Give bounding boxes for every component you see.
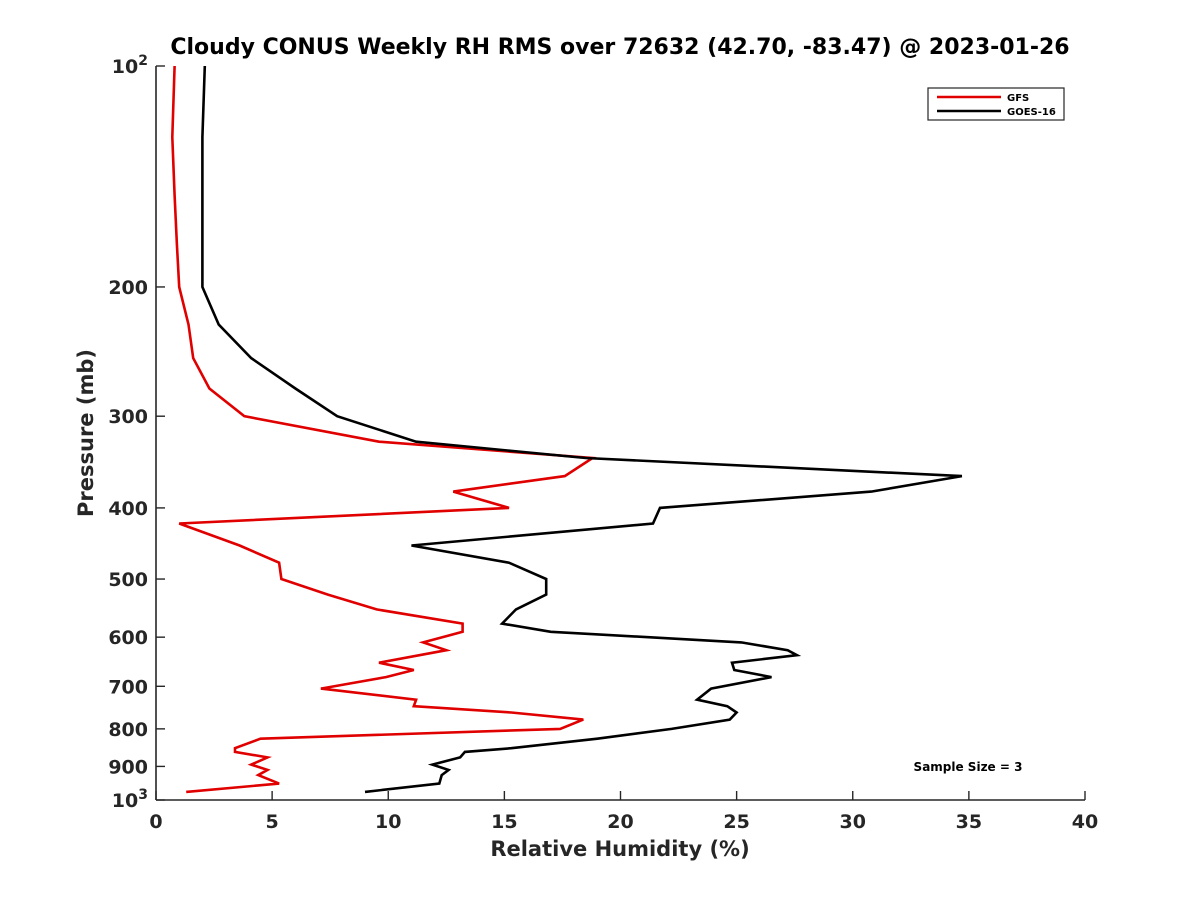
y-tick-exponent: 3 [138, 787, 148, 803]
y-tick-label: 300 [108, 406, 148, 428]
y-tick-base: 10 [112, 790, 138, 812]
legend: GFS GOES-16 [927, 87, 1065, 121]
legend-box [927, 87, 1065, 121]
y-tick-label: 800 [108, 719, 148, 741]
y-tick-label: 102 [112, 53, 148, 78]
x-tick-label: 5 [266, 811, 279, 833]
legend-label: GOES-16 [1007, 107, 1056, 118]
x-tick-label: 10 [375, 811, 401, 833]
y-tick-exponent: 2 [138, 53, 148, 69]
axes-layer: 0 5 10 15 20 25 30 35 40102200300400500600700800… [108, 53, 1098, 833]
y-tick-label: 600 [108, 627, 148, 649]
y-tick-label: 900 [108, 756, 148, 778]
x-tick-label: 30 [840, 811, 866, 833]
x-tick-label: 35 [956, 811, 982, 833]
y-tick-base: 10 [112, 56, 138, 78]
x-tick-label: 40 [1072, 811, 1098, 833]
y-tick-label: 500 [108, 569, 148, 591]
x-tick-label: 15 [491, 811, 517, 833]
y-tick-label: 700 [108, 676, 148, 698]
legend-label: GFS [1007, 93, 1029, 104]
chart-title: Cloudy CONUS Weekly RH RMS over 72632 (4… [170, 35, 1069, 60]
x-tick-label: 20 [607, 811, 633, 833]
series-layer [170, 65, 963, 794]
series-line-gfs [170, 65, 597, 794]
x-tick-label: 25 [723, 811, 749, 833]
legend-items: GFS GOES-16 [937, 93, 1056, 118]
y-tick-label: 400 [108, 498, 148, 520]
y-tick-label: 103 [112, 787, 148, 812]
series-line-goes-16 [201, 65, 963, 794]
y-axis-label: Pressure (mb) [74, 349, 98, 517]
x-axis-label: Relative Humidity (%) [490, 837, 749, 861]
sample-size-annotation: Sample Size = 3 [914, 760, 1023, 774]
y-tick-label: 200 [108, 277, 148, 299]
x-tick-label: 0 [149, 811, 162, 833]
